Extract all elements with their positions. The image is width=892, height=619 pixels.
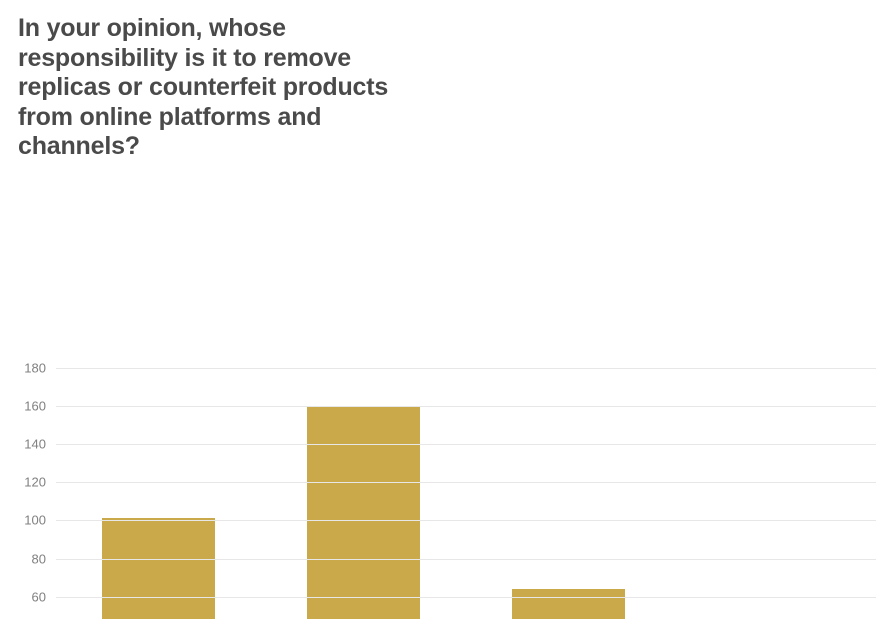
- grid-line: [56, 482, 876, 483]
- y-tick-label: 60: [32, 589, 56, 604]
- grid-line: [56, 597, 876, 598]
- bar: [512, 589, 625, 619]
- chart-title: In your opinion, whose responsibility is…: [18, 14, 438, 162]
- grid-line: [56, 444, 876, 445]
- y-tick-label: 120: [24, 475, 56, 490]
- y-tick-label: 140: [24, 436, 56, 451]
- grid-line: [56, 406, 876, 407]
- bar: [307, 406, 420, 619]
- plot-area: A1The brand ownerA2The marketplace/socia…: [56, 368, 876, 619]
- grid-line: [56, 559, 876, 560]
- grid-line: [56, 368, 876, 369]
- y-tick-label: 160: [24, 398, 56, 413]
- y-tick-label: 80: [32, 551, 56, 566]
- y-tick-label: 180: [24, 360, 56, 375]
- grid-line: [56, 520, 876, 521]
- y-tick-label: 100: [24, 513, 56, 528]
- bar: [102, 518, 215, 619]
